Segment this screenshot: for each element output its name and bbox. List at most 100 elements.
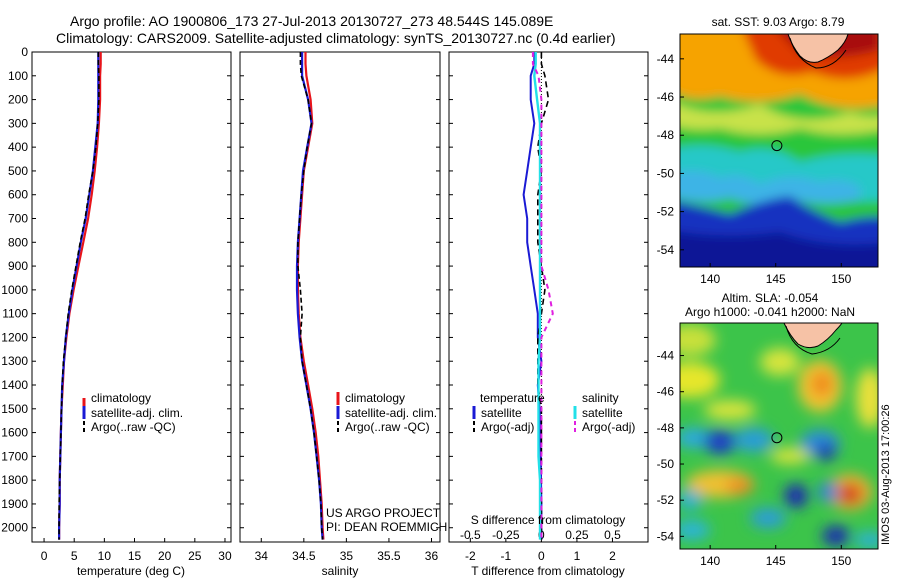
- x-tick-label: 35: [340, 549, 354, 563]
- lon-tick-label: 140: [700, 272, 720, 286]
- depth-tick-labels: 0 100 200 300 400 500 600 700 800 900 1000 1100 1200…: [1, 45, 648, 535]
- s-tick-label: 0.25: [565, 528, 589, 542]
- depth-tick-label: 700: [8, 212, 28, 226]
- x-tick-label: 25: [188, 549, 202, 563]
- x-tick-label: -2: [465, 549, 476, 563]
- sla-map-title-line1: Altim. SLA: -0.054: [722, 291, 819, 305]
- project-annotation: US ARGO PROJECT: [326, 506, 441, 520]
- pi-annotation: PI: DEAN ROEMMICH: [326, 520, 447, 534]
- sla-map: Altim. SLA: -0.054 Argo h1000: -0.041 h2…: [657, 291, 892, 568]
- figure-title-line1: Argo profile: AO 1900806_173 27-Jul-2013…: [70, 13, 553, 29]
- difference-series: [522, 52, 554, 540]
- x-tick-label: 0: [41, 549, 48, 563]
- x-tick-label: 20: [158, 549, 172, 563]
- lat-tick-label: -50: [657, 166, 675, 180]
- lon-tick-label: 145: [766, 272, 786, 286]
- x-tick-label: 5: [71, 549, 78, 563]
- depth-tick-label: 100: [8, 69, 28, 83]
- lon-tick-label: 150: [831, 554, 851, 568]
- legend-climatology: climatology: [91, 391, 151, 405]
- depth-tick-label: 300: [8, 116, 28, 130]
- series-line-3: [297, 52, 324, 540]
- x-tick-label: 2: [609, 549, 616, 563]
- sst-map-title: sat. SST: 9.03 Argo: 8.79: [712, 15, 845, 29]
- lat-tick-label: -54: [657, 243, 675, 257]
- depth-tick-label: 2000: [1, 521, 28, 535]
- tasmania-land: [787, 34, 849, 63]
- temperature-xlabel: temperature (deg C): [77, 564, 185, 578]
- salinity-legend: climatology satellite-adj. clim. Argo(..…: [336, 391, 437, 434]
- legend-satellite-adj: satellite-adj. clim.: [91, 406, 183, 420]
- lat-tick-label: -50: [657, 457, 675, 471]
- lat-tick-label: -44: [657, 52, 675, 66]
- salinity-plot-frame: [239, 51, 441, 543]
- t-difference-xlabel: T difference from climatology: [471, 564, 625, 578]
- salinity-xlabel: salinity: [322, 564, 359, 578]
- lat-tick-label: -54: [657, 529, 675, 543]
- depth-tick-label: 800: [8, 235, 28, 249]
- sst-field: [680, 34, 878, 267]
- sla-lon-tick-labels: 140 145 150: [700, 545, 852, 568]
- salinity-series: [295, 52, 325, 540]
- salinity-panel: 34 34.5 35 35.5 36 salinity climatology sate…: [239, 51, 447, 578]
- depth-tick-label: 1700: [1, 449, 28, 463]
- legend-argo-raw: Argo(..raw -QC): [345, 420, 430, 434]
- s-difference-label: S difference from climatology: [471, 513, 626, 527]
- difference-plot-frame: [448, 51, 649, 543]
- t-difference-tick-labels: -2 -1 0 1 2: [465, 538, 616, 563]
- legend-t-satellite: satellite: [481, 406, 522, 420]
- depth-tick-label: 1800: [1, 473, 28, 487]
- legend-s-argo-adj: Argo(-adj): [582, 420, 635, 434]
- lat-tick-label: -46: [657, 90, 675, 104]
- depth-tick-label: 1600: [1, 426, 28, 440]
- x-tick-label: 1: [574, 549, 581, 563]
- lat-tick-label: -48: [657, 421, 675, 435]
- lon-tick-label: 140: [700, 554, 720, 568]
- tasmania-land: [783, 323, 843, 349]
- sla-field: [680, 323, 878, 549]
- depth-tick-label: 1000: [1, 283, 28, 297]
- depth-tick-label: 1200: [1, 330, 28, 344]
- temperature-plot-frame: [31, 51, 232, 543]
- sla-lat-tick-labels: -44 -46 -48 -50 -52 -54: [657, 349, 684, 543]
- depth-tick-label: 1900: [1, 497, 28, 511]
- temperature-tick-labels: 0 5 10 15 20 25 30: [41, 538, 232, 563]
- lat-tick-label: -52: [657, 493, 675, 507]
- salinity-tick-labels: 34 34.5 35 35.5 36: [255, 538, 439, 563]
- temperature-panel: 0100200300400500600700800900100011001200…: [1, 45, 648, 578]
- imos-credit: IMOS 03-Aug-2013 17:00:26: [880, 404, 892, 545]
- x-tick-label: 36: [425, 549, 439, 563]
- depth-tick-label: 0: [21, 45, 28, 59]
- legend-t-argo-adj: Argo(-adj): [481, 420, 534, 434]
- depth-tick-label: 900: [8, 259, 28, 273]
- x-tick-label: 35.5: [377, 549, 401, 563]
- x-tick-label: 30: [218, 549, 232, 563]
- lat-tick-label: -52: [657, 205, 675, 219]
- legend-salinity-heading: salinity: [582, 391, 619, 405]
- figure-title-line2: Climatology: CARS2009. Satellite-adjuste…: [56, 30, 616, 46]
- sla-map-frame: [679, 322, 879, 550]
- depth-tick-label: 200: [8, 93, 28, 107]
- temperature-legend: climatology satellite-adj. clim. Argo(..…: [82, 391, 183, 434]
- s-tick-label: -0.25: [492, 528, 520, 542]
- lon-tick-label: 150: [831, 272, 851, 286]
- x-tick-label: 15: [128, 549, 142, 563]
- series-line-1: [57, 52, 102, 540]
- difference-legend: temperature salinity satellite Argo(-adj…: [472, 391, 635, 434]
- lat-tick-label: -44: [657, 349, 675, 363]
- series-line-4: [531, 52, 554, 540]
- x-tick-label: 0: [538, 549, 545, 563]
- legend-argo-raw: Argo(..raw -QC): [91, 420, 176, 434]
- x-tick-label: 34.5: [292, 549, 316, 563]
- lat-tick-label: -48: [657, 128, 675, 142]
- s-tick-label: 0.5: [604, 528, 621, 542]
- depth-tick-label: 500: [8, 164, 28, 178]
- s-tick-label: -0.5: [460, 528, 481, 542]
- sst-lat-tick-labels: -44 -46 -48 -50 -52 -54: [657, 52, 684, 257]
- depth-tick-label: 1400: [1, 378, 28, 392]
- difference-panel: -2 -1 0 1 2 -0.5 -0.25 0 0.25 0.5 S difference f…: [448, 51, 649, 578]
- series-line-2: [536, 52, 550, 540]
- depth-tick-label: 1100: [2, 307, 28, 321]
- lon-tick-label: 145: [766, 554, 786, 568]
- series-line-2: [57, 52, 100, 540]
